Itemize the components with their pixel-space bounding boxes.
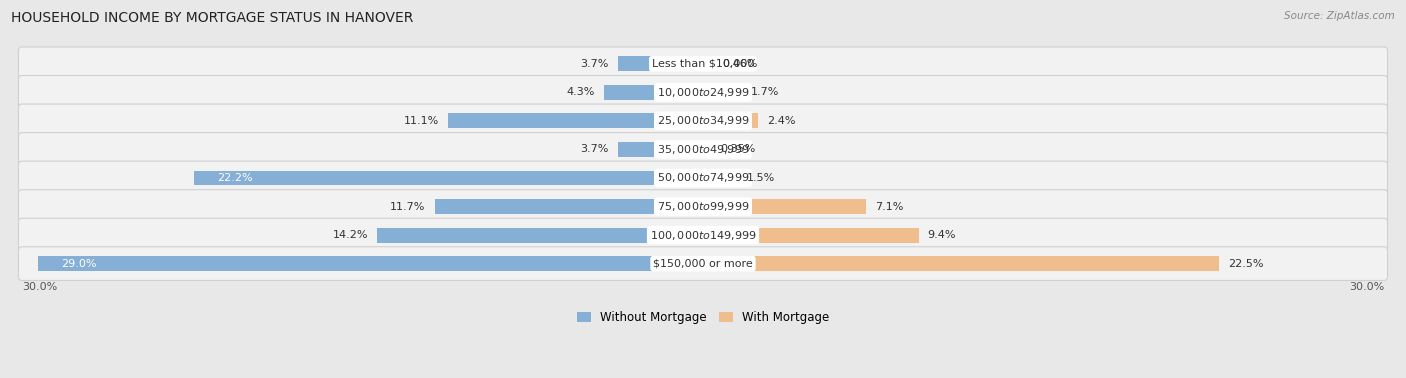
Text: 0.35%: 0.35% (720, 144, 755, 155)
Bar (619, 142, 703, 157)
Text: 9.4%: 9.4% (928, 230, 956, 240)
Text: 1.5%: 1.5% (747, 173, 775, 183)
Text: $75,000 to $99,999: $75,000 to $99,999 (657, 200, 749, 213)
Text: 11.1%: 11.1% (404, 116, 439, 126)
Text: 14.2%: 14.2% (333, 230, 368, 240)
Text: 22.5%: 22.5% (1229, 259, 1264, 269)
Bar (703, 199, 866, 214)
Bar (703, 85, 742, 100)
Text: 30.0%: 30.0% (1348, 282, 1384, 292)
Text: 30.0%: 30.0% (22, 282, 58, 292)
Bar (703, 256, 1219, 271)
Bar (703, 228, 918, 243)
Text: $25,000 to $34,999: $25,000 to $34,999 (657, 115, 749, 127)
FancyBboxPatch shape (18, 47, 1388, 81)
Bar (449, 113, 703, 128)
Bar (619, 56, 703, 71)
Text: 7.1%: 7.1% (875, 201, 904, 212)
Text: $10,000 to $24,999: $10,000 to $24,999 (657, 86, 749, 99)
Text: $100,000 to $149,999: $100,000 to $149,999 (650, 229, 756, 242)
Bar (703, 56, 714, 71)
Text: 3.7%: 3.7% (581, 144, 609, 155)
FancyBboxPatch shape (18, 218, 1388, 252)
Bar (703, 170, 737, 186)
Text: HOUSEHOLD INCOME BY MORTGAGE STATUS IN HANOVER: HOUSEHOLD INCOME BY MORTGAGE STATUS IN H… (11, 11, 413, 25)
FancyBboxPatch shape (18, 133, 1388, 166)
Bar (194, 170, 703, 186)
Text: 0.46%: 0.46% (723, 59, 758, 69)
FancyBboxPatch shape (18, 247, 1388, 280)
FancyBboxPatch shape (18, 161, 1388, 195)
FancyBboxPatch shape (18, 190, 1388, 223)
Bar (377, 228, 703, 243)
Bar (605, 85, 703, 100)
Bar (434, 199, 703, 214)
Text: Less than $10,000: Less than $10,000 (652, 59, 754, 69)
FancyBboxPatch shape (18, 104, 1388, 138)
Legend: Without Mortgage, With Mortgage: Without Mortgage, With Mortgage (572, 306, 834, 328)
Text: Source: ZipAtlas.com: Source: ZipAtlas.com (1284, 11, 1395, 21)
Bar (703, 142, 711, 157)
Text: 1.7%: 1.7% (751, 87, 779, 98)
Text: 11.7%: 11.7% (389, 201, 426, 212)
Text: 2.4%: 2.4% (768, 116, 796, 126)
FancyBboxPatch shape (18, 76, 1388, 109)
Text: $35,000 to $49,999: $35,000 to $49,999 (657, 143, 749, 156)
Text: $50,000 to $74,999: $50,000 to $74,999 (657, 172, 749, 184)
Text: 3.7%: 3.7% (581, 59, 609, 69)
Bar (703, 113, 758, 128)
Text: 22.2%: 22.2% (217, 173, 253, 183)
Text: 29.0%: 29.0% (60, 259, 97, 269)
Text: $150,000 or more: $150,000 or more (654, 259, 752, 269)
Bar (38, 256, 703, 271)
Text: 4.3%: 4.3% (567, 87, 595, 98)
